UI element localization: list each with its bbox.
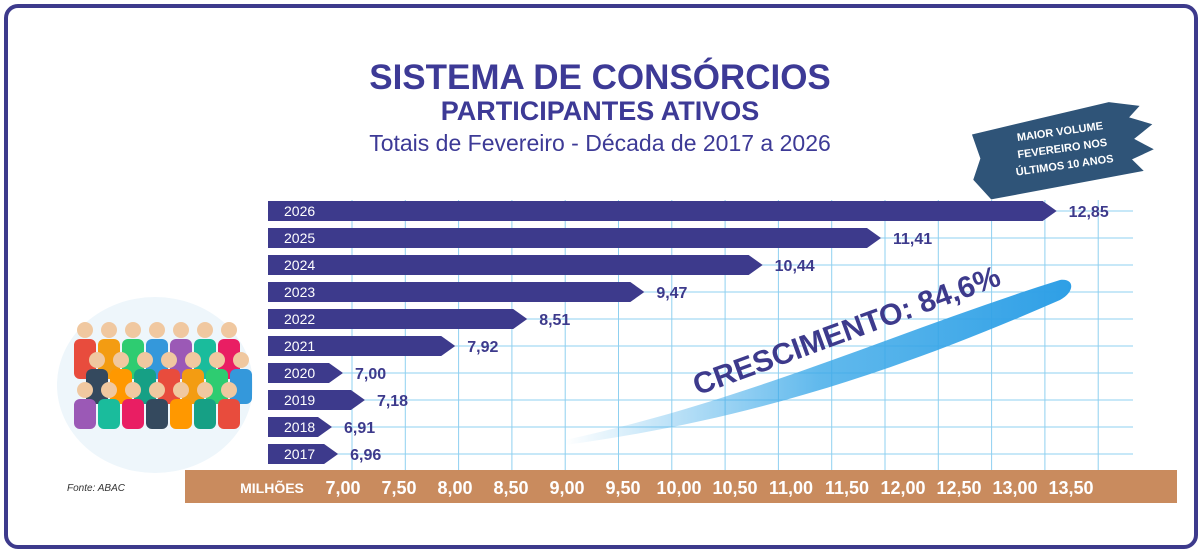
x-tick-label: 9,50 xyxy=(605,478,640,498)
frame xyxy=(4,4,1198,549)
bar xyxy=(268,336,456,356)
data-label: 8,51 xyxy=(539,312,570,329)
bar xyxy=(268,228,881,248)
chart-title: SISTEMA DE CONSÓRCIOS xyxy=(369,58,831,97)
growth-arrow xyxy=(565,279,1072,445)
bar-category: 2018 xyxy=(284,419,315,435)
x-tick-label: 10,00 xyxy=(656,478,701,498)
bar-category: 2022 xyxy=(284,311,315,327)
bar xyxy=(268,282,645,302)
x-tick-label: 12,50 xyxy=(936,478,981,498)
bar xyxy=(268,390,365,410)
bar-category: 2017 xyxy=(284,446,315,462)
x-tick-label: 12,00 xyxy=(880,478,925,498)
bar xyxy=(268,201,1057,221)
data-label: 7,92 xyxy=(467,339,498,356)
data-label: 11,41 xyxy=(893,231,932,248)
bar xyxy=(268,444,339,464)
x-tick-label: 11,50 xyxy=(825,478,869,498)
bar-category: 2024 xyxy=(284,257,315,273)
data-label: 9,47 xyxy=(656,285,687,302)
chart-subtitle-2: Totais de Fevereiro - Década de 2017 a 2… xyxy=(369,130,831,156)
chart-subtitle: PARTICIPANTES ATIVOS xyxy=(440,96,760,126)
bar-category: 2026 xyxy=(284,203,315,219)
axis-band xyxy=(185,470,1177,503)
data-label: 7,00 xyxy=(355,366,386,383)
bar-category: 2025 xyxy=(284,230,315,246)
bar-category: 2020 xyxy=(284,365,315,381)
badge: MAIOR VOLUME FEVEREIRO NOS ÚLTIMOS 10 AN… xyxy=(971,102,1154,200)
bar xyxy=(268,255,763,275)
x-tick-label: 11,00 xyxy=(769,478,813,498)
x-tick-label: 10,50 xyxy=(712,478,757,498)
bar-category: 2023 xyxy=(284,284,315,300)
data-label: 6,91 xyxy=(344,420,375,437)
x-tick-label: 8,50 xyxy=(493,478,528,498)
x-tick-label: 13,50 xyxy=(1048,478,1093,498)
x-axis-label: MILHÕES xyxy=(240,479,304,496)
x-tick-label: 9,00 xyxy=(549,478,584,498)
x-tick-label: 7,00 xyxy=(325,478,360,498)
data-label: 7,18 xyxy=(377,393,408,410)
bar-category: 2021 xyxy=(284,338,315,354)
x-tick-label: 7,50 xyxy=(381,478,416,498)
x-tick-label: 8,00 xyxy=(437,478,472,498)
bar xyxy=(268,417,332,437)
data-label: 6,96 xyxy=(350,447,381,464)
data-label: 10,44 xyxy=(775,258,815,275)
people-illustration xyxy=(57,297,253,473)
bar-category: 2019 xyxy=(284,392,315,408)
source: Fonte: ABAC xyxy=(67,483,125,494)
bar xyxy=(268,309,528,329)
x-tick-label: 13,00 xyxy=(992,478,1037,498)
bar xyxy=(268,363,343,383)
data-label: 12,85 xyxy=(1069,204,1109,221)
